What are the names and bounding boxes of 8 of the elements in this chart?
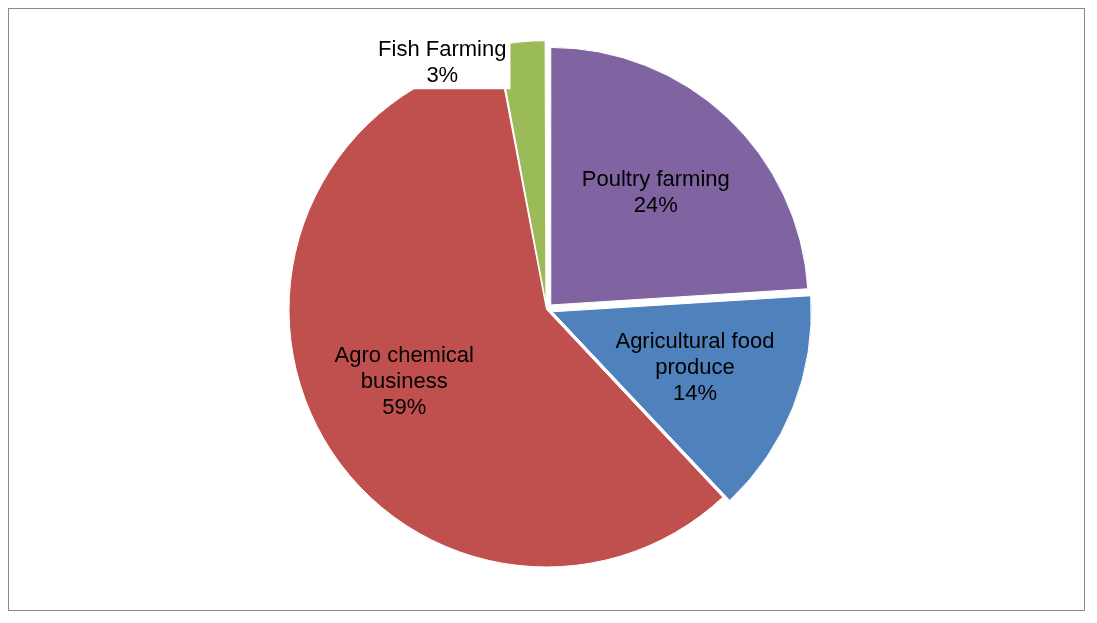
slice-label: Fish Farming [378, 36, 507, 62]
data-label: 3% [426, 62, 459, 88]
slice-label: Agricultural food produce [615, 328, 775, 380]
data-label: 24% [633, 192, 678, 218]
data-label: 59% [382, 394, 427, 420]
slice-label: Agro chemical business [334, 342, 474, 394]
data-label: 14% [672, 380, 717, 406]
slice-label: Poultry farming [581, 166, 730, 192]
